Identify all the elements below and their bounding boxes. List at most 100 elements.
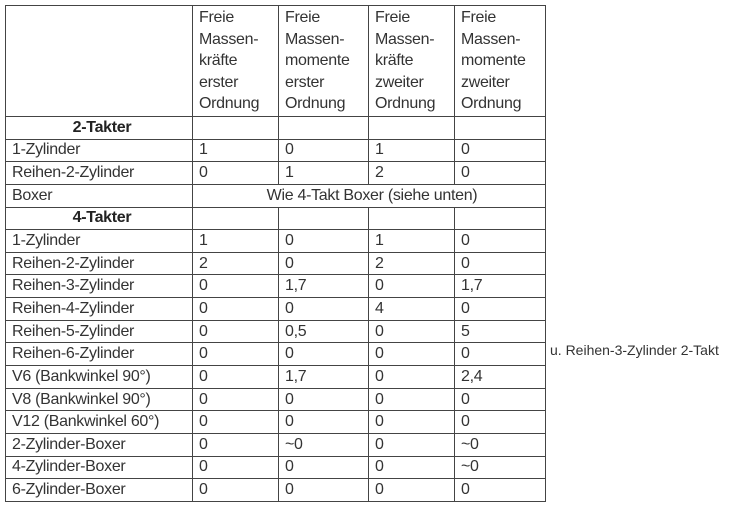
- value-cell: 0: [192, 297, 279, 321]
- value-cell: 0: [368, 274, 455, 299]
- value-cell: 0: [454, 410, 546, 434]
- value-cell: 0: [454, 387, 546, 412]
- value-cell: 1: [368, 229, 455, 253]
- column-header: Freie Massen-momente erster Ordnung: [278, 5, 369, 117]
- column-header: [5, 5, 193, 117]
- value-cell: 0: [278, 229, 369, 253]
- table-row: Reihen-3-Zylinder 0 1,7 0 1,7: [5, 274, 546, 299]
- value-cell: ~0: [278, 432, 369, 457]
- header-row: Freie Massen-kräfte erster Ordnung Freie …: [5, 5, 546, 117]
- row-label: 1-Zylinder: [5, 229, 193, 253]
- table-row: Reihen-6-Zylinder 0 0 0 0: [5, 342, 546, 367]
- table-row: V12 (Bankwinkel 60°) 0 0 0 0: [5, 410, 546, 434]
- value-cell: 2: [192, 251, 279, 276]
- value-cell: 0: [454, 161, 546, 185]
- row-label: Reihen-4-Zylinder: [5, 297, 193, 321]
- side-note: u. Reihen-3-Zylinder 2-Takt: [550, 342, 719, 358]
- spanned-cell: Wie 4-Takt Boxer (siehe unten): [192, 183, 546, 208]
- value-cell: ~0: [454, 432, 546, 457]
- row-label: V6 (Bankwinkel 90°): [5, 365, 193, 389]
- row-label: Reihen-3-Zylinder: [5, 274, 193, 299]
- table-row: Reihen-4-Zylinder 0 0 4 0: [5, 297, 546, 321]
- value-cell: 0: [278, 138, 369, 163]
- value-cell: 0: [192, 432, 279, 457]
- row-label: 6-Zylinder-Boxer: [5, 478, 193, 502]
- balance-table: Freie Massen-kräfte erster Ordnung Freie …: [5, 5, 546, 502]
- value-cell: 0: [454, 251, 546, 276]
- table-row: 1-Zylinder 1 0 1 0: [5, 229, 546, 253]
- section-label: 2-Takter: [5, 116, 193, 140]
- empty-cell: [368, 116, 455, 140]
- value-cell: 0: [368, 410, 455, 434]
- value-cell: 0: [278, 251, 369, 276]
- empty-cell: [368, 206, 455, 231]
- value-cell: 0: [192, 365, 279, 389]
- value-cell: 0: [368, 342, 455, 367]
- value-cell: 4: [368, 297, 455, 321]
- value-cell: 0: [454, 478, 546, 502]
- value-cell: 0: [278, 478, 369, 502]
- value-cell: 1,7: [278, 365, 369, 389]
- value-cell: 1: [278, 161, 369, 185]
- column-header: Freie Massen-momente zweiter Ordnung: [454, 5, 546, 117]
- row-label: V8 (Bankwinkel 90°): [5, 387, 193, 412]
- table-row: V6 (Bankwinkel 90°) 0 1,7 0 2,4: [5, 365, 546, 389]
- empty-cell: [454, 116, 546, 140]
- table-row: 4-Zylinder-Boxer 0 0 0 ~0: [5, 455, 546, 480]
- value-cell: 0: [454, 342, 546, 367]
- value-cell: 1,7: [454, 274, 546, 299]
- row-label: 2-Zylinder-Boxer: [5, 432, 193, 457]
- value-cell: 1: [368, 138, 455, 163]
- value-cell: 2: [368, 251, 455, 276]
- table-row: 1-Zylinder 1 0 1 0: [5, 138, 546, 163]
- value-cell: 0: [278, 342, 369, 367]
- table-row: Reihen-2-Zylinder 2 0 2 0: [5, 251, 546, 276]
- value-cell: 0: [192, 478, 279, 502]
- table-row: V8 (Bankwinkel 90°) 0 0 0 0: [5, 387, 546, 412]
- value-cell: 0: [192, 342, 279, 367]
- empty-cell: [278, 206, 369, 231]
- value-cell: 0,5: [278, 319, 369, 344]
- empty-cell: [278, 116, 369, 140]
- value-cell: 0: [368, 319, 455, 344]
- value-cell: 0: [192, 387, 279, 412]
- value-cell: 0: [454, 138, 546, 163]
- value-cell: 5: [454, 319, 546, 344]
- row-label: Reihen-2-Zylinder: [5, 251, 193, 276]
- value-cell: 0: [368, 387, 455, 412]
- value-cell: 0: [192, 410, 279, 434]
- value-cell: 0: [192, 455, 279, 480]
- table-row: Reihen-2-Zylinder 0 1 2 0: [5, 161, 546, 185]
- table-row: 6-Zylinder-Boxer 0 0 0 0: [5, 478, 546, 502]
- value-cell: 1,7: [278, 274, 369, 299]
- empty-cell: [454, 206, 546, 231]
- value-cell: 0: [368, 432, 455, 457]
- value-cell: 0: [192, 319, 279, 344]
- table-row: Reihen-5-Zylinder 0 0,5 0 5: [5, 319, 546, 344]
- value-cell: 0: [278, 297, 369, 321]
- value-cell: 1: [192, 229, 279, 253]
- value-cell: 0: [454, 297, 546, 321]
- value-cell: 0: [278, 410, 369, 434]
- value-cell: ~0: [454, 455, 546, 480]
- column-header: Freie Massen-kräfte zweiter Ordnung: [368, 5, 455, 117]
- value-cell: 2,4: [454, 365, 546, 389]
- value-cell: 1: [192, 138, 279, 163]
- value-cell: 0: [192, 274, 279, 299]
- row-label: Reihen-6-Zylinder: [5, 342, 193, 367]
- value-cell: 0: [368, 478, 455, 502]
- value-cell: 0: [368, 365, 455, 389]
- value-cell: 0: [368, 455, 455, 480]
- row-label: Reihen-2-Zylinder: [5, 161, 193, 185]
- table-row: Boxer Wie 4-Takt Boxer (siehe unten): [5, 183, 546, 208]
- empty-cell: [192, 116, 279, 140]
- row-label: Reihen-5-Zylinder: [5, 319, 193, 344]
- row-label: Boxer: [5, 183, 193, 208]
- table-row: 2-Zylinder-Boxer 0 ~0 0 ~0: [5, 432, 546, 457]
- value-cell: 0: [454, 229, 546, 253]
- value-cell: 0: [278, 387, 369, 412]
- row-label: 1-Zylinder: [5, 138, 193, 163]
- value-cell: 2: [368, 161, 455, 185]
- section-row: 2-Takter: [5, 116, 546, 140]
- empty-cell: [192, 206, 279, 231]
